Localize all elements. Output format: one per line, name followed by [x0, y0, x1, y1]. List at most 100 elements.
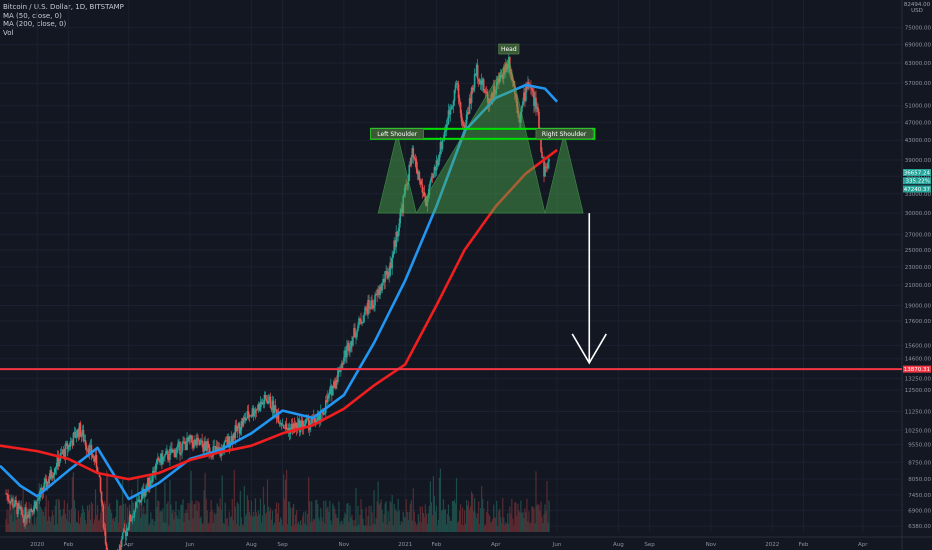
volume-bar	[90, 501, 93, 532]
volume-bar	[41, 510, 43, 532]
candle-body	[452, 100, 455, 107]
candle-body	[235, 425, 238, 432]
volume-bar	[95, 514, 98, 532]
volume-bar	[88, 504, 91, 532]
candle-body	[69, 441, 72, 447]
volume-bar	[333, 506, 335, 532]
x-tick-label: Feb	[799, 542, 809, 548]
volume-bar	[420, 522, 422, 532]
candle-body	[71, 441, 74, 446]
volume-bar	[443, 509, 446, 532]
candle-body	[456, 83, 459, 85]
candle-body	[167, 450, 169, 460]
volume-bar	[48, 516, 50, 532]
volume-bar	[230, 516, 232, 532]
volume-bar	[99, 512, 102, 532]
candle-body	[184, 441, 186, 445]
candle-body	[261, 402, 264, 405]
volume-bar	[335, 513, 337, 532]
indicator-ma200-label[interactable]: MA (200, close, 0)	[3, 20, 67, 28]
candle-body	[52, 475, 55, 478]
volume-bar	[349, 505, 351, 532]
volume-bar	[87, 510, 90, 532]
candle-body	[32, 511, 34, 513]
volume-bar	[52, 515, 54, 532]
candle-body	[408, 164, 411, 181]
volume-bar	[379, 502, 381, 532]
volume-bar	[74, 508, 77, 532]
candle-body	[28, 514, 30, 517]
candle-body	[133, 511, 136, 518]
candle-body	[171, 448, 173, 453]
volume-bar	[228, 511, 230, 532]
candle-body	[128, 514, 131, 527]
candle-body	[216, 447, 219, 451]
y-tick-label: 47000.00	[905, 120, 932, 126]
volume-bar	[142, 514, 144, 532]
volume-bar	[503, 517, 505, 532]
volume-bar	[200, 516, 202, 532]
volume-bar	[267, 506, 270, 532]
candle-body	[126, 528, 129, 531]
candle-body	[515, 94, 517, 98]
candle-body	[473, 74, 476, 88]
volume-bar	[548, 500, 550, 532]
volume-bar	[103, 500, 106, 532]
legend: Bitcoin / U.S. Dollar, 1D, BITSTAMP MA (…	[3, 3, 124, 37]
volume-bar	[130, 520, 132, 532]
volume-bar	[136, 506, 138, 532]
candle-body	[519, 117, 521, 123]
volume-bar	[259, 498, 262, 532]
volume-bar	[453, 499, 456, 532]
volume-bar	[214, 514, 216, 532]
volume-bar	[279, 517, 282, 532]
indicator-ma50-label[interactable]: MA (50, close, 0)	[3, 11, 62, 20]
y-tick-label: 7450.00	[908, 493, 931, 499]
price-badge-bg	[903, 177, 931, 185]
volume-bar	[125, 503, 127, 532]
candle-body	[369, 308, 371, 309]
volume-bar	[119, 506, 121, 532]
volume-bar	[150, 512, 152, 532]
candle-body	[78, 423, 81, 438]
target-badge-bg	[903, 365, 931, 373]
volume-bar	[212, 523, 214, 532]
volume-bar	[290, 507, 292, 532]
volume-bar	[104, 503, 107, 532]
candle-body	[17, 503, 19, 515]
candle-body	[412, 148, 415, 158]
right-shoulder-label: Right Shoulder	[542, 131, 587, 138]
volume-bar	[464, 523, 467, 532]
volume-bar	[307, 514, 309, 532]
candle-body	[200, 440, 202, 443]
volume-bar	[151, 519, 153, 532]
candle-body	[341, 362, 343, 370]
volume-bar	[140, 517, 142, 532]
candle-body	[305, 418, 308, 420]
volume-bar	[378, 504, 380, 532]
candle-body	[422, 192, 425, 193]
candle-body	[298, 419, 301, 433]
volume-bar	[188, 520, 190, 532]
candle-body	[276, 414, 279, 419]
candle-body	[415, 159, 418, 169]
candle-body	[485, 91, 488, 94]
volume-bar	[56, 523, 58, 532]
volume-bar	[63, 500, 65, 532]
volume-bar	[58, 500, 60, 532]
chart-title[interactable]: Bitcoin / U.S. Dollar, 1D, BITSTAMP	[3, 3, 124, 11]
volume-bar	[528, 511, 530, 532]
volume-bar	[362, 518, 364, 532]
volume-bar	[542, 523, 544, 532]
candle-body	[499, 74, 502, 76]
candle-body	[401, 209, 404, 213]
volume-bar	[106, 472, 109, 532]
candle-body	[24, 507, 26, 523]
volume-bar	[527, 521, 529, 532]
volume-bar	[369, 525, 371, 532]
volume-bar	[112, 518, 114, 532]
candle-body	[398, 223, 401, 232]
candle-body	[491, 93, 494, 100]
indicator-volume-label[interactable]: Vol	[3, 28, 14, 37]
